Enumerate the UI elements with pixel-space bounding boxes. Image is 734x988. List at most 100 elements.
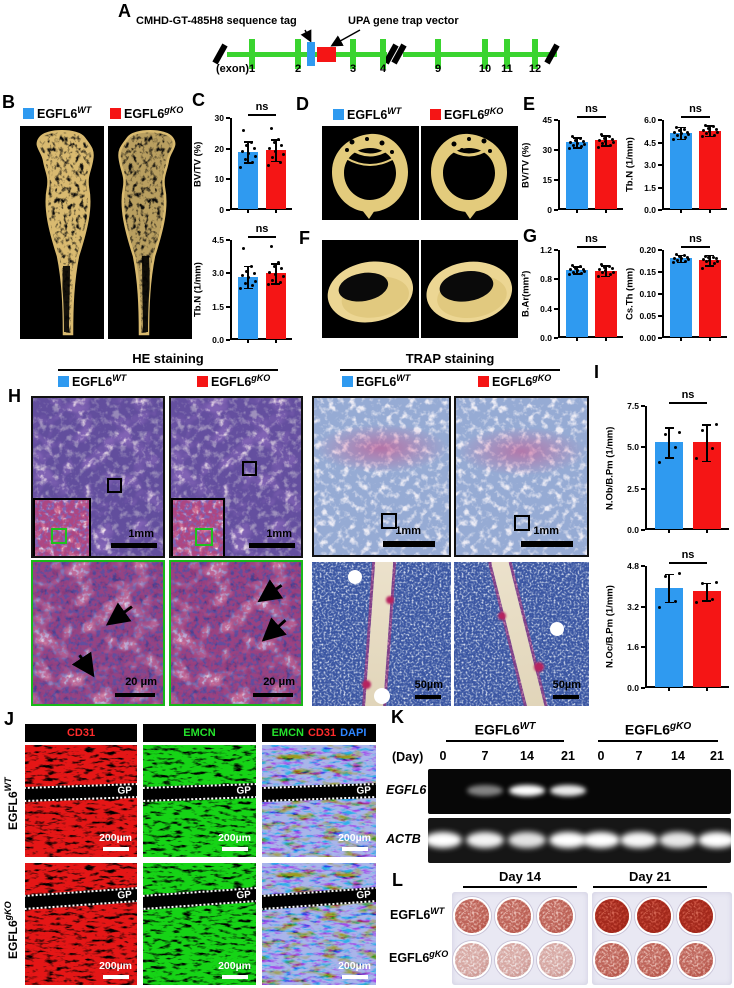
error-cap-bottom — [664, 457, 674, 459]
trap-positive-cell — [386, 596, 394, 604]
data-point — [714, 257, 718, 261]
data-point — [715, 581, 719, 585]
data-point — [705, 132, 709, 135]
y-tick — [641, 605, 645, 608]
data-point — [240, 150, 244, 154]
data-point — [663, 432, 667, 436]
data-point — [278, 280, 282, 284]
bar-wt — [655, 587, 684, 687]
well-mineral-speckle — [679, 943, 713, 977]
bar-ko — [265, 150, 286, 209]
data-point — [243, 281, 247, 285]
y-tick-label: 3.2 — [627, 601, 639, 612]
scale-bar — [415, 695, 441, 699]
exon-caption: (exon) — [216, 63, 249, 75]
vector-arrow — [330, 29, 361, 47]
exon-number: 9 — [434, 63, 442, 75]
sig-line — [669, 562, 707, 564]
row-label-ko: EGFL6gKO — [3, 901, 20, 959]
data-point — [703, 254, 707, 258]
error-cap-top — [676, 126, 686, 129]
day14-header: Day 14 — [499, 869, 541, 884]
y-tick — [226, 305, 230, 308]
gp-label: GP — [236, 785, 252, 797]
scale-bar — [342, 975, 368, 979]
bar-ko — [595, 140, 617, 209]
culture-well — [635, 897, 673, 935]
if-ko-cd31-image: GP 200µm — [25, 863, 137, 985]
data-point — [695, 601, 699, 605]
sequence-tag-label: CMHD-GT-485H8 sequence tag — [136, 15, 297, 27]
gel-band-actb — [466, 832, 504, 848]
exon-number: 1 — [248, 63, 256, 75]
scale-bar — [103, 847, 129, 851]
lane-day-label: 21 — [710, 749, 724, 763]
gel-group-ko-underline — [598, 740, 718, 742]
y-tick-label: 3.0 — [644, 160, 656, 170]
gel-actb — [428, 818, 731, 863]
sig-label: ns — [689, 103, 702, 115]
data-point — [684, 135, 688, 139]
culture-well — [495, 941, 533, 979]
error-cap-bottom — [271, 160, 281, 163]
x-tick — [247, 340, 250, 343]
gel-band-actb — [659, 832, 697, 848]
microct-cortical-wt-image — [322, 240, 419, 338]
y-tick-label: 7.5 — [627, 401, 639, 411]
scale-bar-label: 1mm — [266, 528, 292, 540]
sig-label: ns — [681, 389, 695, 401]
gel-band-egfl6 — [509, 785, 545, 796]
data-point — [673, 256, 677, 260]
data-point — [711, 597, 715, 601]
y-tick — [226, 239, 230, 241]
he-staining-title: HE staining — [132, 351, 204, 366]
data-point — [701, 429, 705, 433]
sig-label: ns — [681, 549, 695, 561]
data-point — [679, 257, 683, 261]
y-axis — [558, 250, 560, 338]
wt-legend-swatch — [23, 108, 34, 119]
osteoblast-arrows — [257, 579, 287, 642]
data-point — [702, 129, 706, 132]
error-cap-top — [601, 265, 611, 267]
error-cap-bottom — [676, 138, 686, 141]
data-point — [700, 266, 704, 270]
scale-bar — [553, 695, 579, 699]
y-tick — [554, 307, 558, 310]
culture-well — [537, 941, 575, 979]
error-cap-top — [664, 427, 674, 429]
data-point — [280, 267, 284, 271]
y-tick-label: 0.4 — [540, 303, 552, 314]
data-point — [253, 279, 257, 283]
data-point — [715, 422, 719, 426]
gel-group-wt-header: EGFL6WT — [474, 721, 536, 738]
trap-positive-cell — [534, 662, 544, 672]
data-point — [598, 138, 602, 142]
data-point — [267, 164, 270, 168]
y-tick — [641, 487, 645, 490]
data-point — [604, 139, 608, 143]
he-section-ko-image: 1mm — [169, 396, 303, 558]
y-tick — [226, 339, 230, 341]
error-cap-top — [243, 141, 253, 143]
y-tick — [226, 117, 230, 119]
data-point — [716, 259, 720, 263]
data-point — [671, 138, 675, 141]
error-cap-top — [702, 424, 712, 426]
well-mineral-speckle — [455, 899, 489, 933]
well-mineral-speckle — [455, 943, 489, 977]
data-point — [267, 282, 270, 286]
trap-staining-title: TRAP staining — [405, 351, 495, 366]
data-point — [687, 257, 691, 261]
x-tick — [274, 210, 277, 213]
error-cap-bottom — [702, 460, 712, 463]
y-tick — [658, 249, 662, 251]
panel-e-label: E — [523, 94, 536, 114]
exon-number: 11 — [501, 63, 513, 75]
tag-arrow — [300, 29, 312, 43]
data-point — [240, 274, 244, 278]
data-point — [684, 259, 688, 263]
y-tick — [641, 405, 645, 407]
error-cap-top — [601, 135, 611, 137]
wt-legend-label: EGFL6WT — [356, 373, 411, 390]
